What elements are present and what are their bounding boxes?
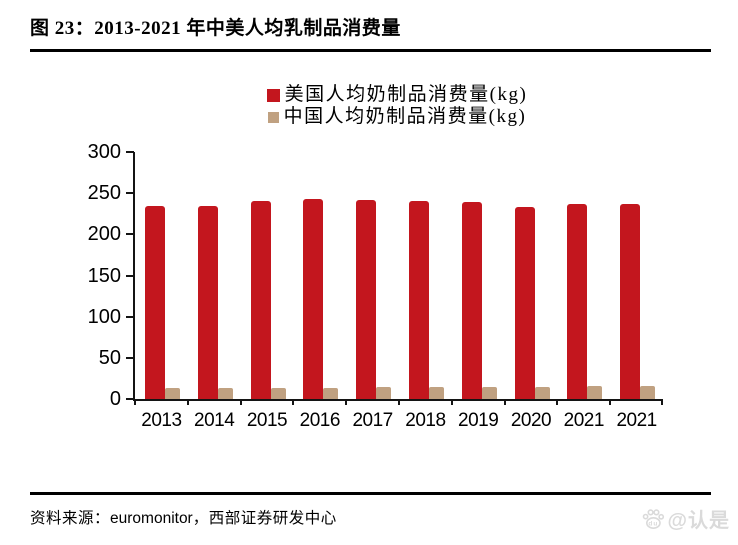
bar-us-2020 bbox=[514, 207, 535, 399]
figure-title: 图 23：2013-2021 年中美人均乳制品消费量 bbox=[30, 18, 401, 39]
baidu-paw-icon: du bbox=[643, 508, 665, 529]
bar-us-2021 bbox=[620, 203, 641, 399]
x-axis-label: 2019 bbox=[458, 410, 499, 431]
y-axis-label: 300 bbox=[87, 141, 121, 163]
bar-us-2013 bbox=[145, 206, 165, 399]
y-axis-label: 250 bbox=[87, 182, 121, 205]
bar-us-2021 bbox=[567, 203, 588, 399]
x-axis-tick bbox=[134, 399, 136, 405]
x-axis-tick bbox=[450, 399, 453, 405]
x-axis-label: 2014 bbox=[194, 410, 235, 431]
y-axis-label: 200 bbox=[87, 223, 121, 246]
plot-area: 0 50 100 150 200 250 300 2013 2014 2015 2016 2017 20… bbox=[88, 141, 663, 431]
source-suffix: ，西部证券研发中心 bbox=[192, 510, 337, 527]
top-divider-rule bbox=[30, 49, 711, 52]
bar-cn-2015 bbox=[270, 388, 286, 399]
bar-cn-2016 bbox=[323, 388, 339, 399]
x-axis-label: 2018 bbox=[405, 410, 446, 431]
x-axis-label: 2020 bbox=[510, 410, 552, 431]
x-axis-tick bbox=[292, 399, 295, 405]
bar-us-2018 bbox=[409, 200, 429, 399]
y-axis-label: 100 bbox=[87, 305, 121, 328]
watermark: du @认是 bbox=[641, 504, 730, 533]
bar-cn-2014 bbox=[217, 388, 233, 399]
x-axis-label: 2021 bbox=[563, 410, 605, 431]
x-axis-tick bbox=[609, 399, 612, 405]
x-axis-label: 2021 bbox=[616, 410, 657, 431]
chart-legend: 美国人均奶制品消费量(kg) 中国人均奶制品消费量(kg) bbox=[133, 84, 661, 128]
source-prefix: 资料来源： bbox=[30, 510, 111, 527]
bar-cn-2017 bbox=[376, 387, 392, 399]
y-axis-tick bbox=[126, 356, 134, 359]
x-axis-label: 2013 bbox=[141, 410, 182, 431]
y-axis-tick bbox=[126, 398, 134, 400]
bar-us-2015 bbox=[250, 200, 271, 399]
bar-us-2014 bbox=[197, 206, 218, 399]
legend-label-us: 美国人均奶制品消费量(kg) bbox=[284, 84, 528, 105]
source-line: 资料来源：euromonitor，西部证券研发中心 bbox=[30, 506, 337, 528]
bar-cn-2013 bbox=[165, 388, 180, 399]
bar-us-2019 bbox=[461, 202, 482, 399]
y-axis-tick bbox=[126, 274, 134, 277]
y-axis-tick bbox=[126, 315, 134, 318]
bar-cn-2021 bbox=[587, 385, 603, 399]
bar-cn-2021 bbox=[640, 385, 656, 399]
x-axis-tick bbox=[556, 399, 559, 405]
y-axis-tick bbox=[126, 192, 134, 195]
legend-label-cn: 中国人均奶制品消费量(kg) bbox=[283, 106, 527, 127]
x-axis-label: 2017 bbox=[352, 410, 393, 431]
legend-item-us: 美国人均奶制品消费量(kg) bbox=[266, 84, 528, 106]
bottom-divider-rule bbox=[30, 492, 711, 495]
legend-swatch-cn bbox=[267, 111, 279, 123]
legend-item-cn: 中国人均奶制品消费量(kg) bbox=[267, 106, 527, 128]
bar-us-2016 bbox=[303, 198, 324, 399]
x-axis-tick bbox=[398, 399, 400, 405]
y-axis-label: 0 bbox=[109, 388, 121, 410]
y-axis-tick bbox=[126, 151, 134, 153]
x-axis-tick bbox=[186, 399, 189, 405]
legend-swatch-us bbox=[266, 88, 280, 102]
x-axis-label: 2016 bbox=[299, 410, 341, 431]
x-axis-tick bbox=[661, 399, 663, 405]
x-axis-tick bbox=[345, 399, 348, 405]
bar-cn-2018 bbox=[429, 387, 444, 399]
y-axis-tick bbox=[126, 233, 134, 236]
svg-text:du: du bbox=[649, 520, 659, 527]
source-org: euromonitor bbox=[110, 510, 193, 527]
x-axis-tick bbox=[239, 399, 242, 405]
watermark-text: @认是 bbox=[667, 510, 730, 532]
y-axis-label: 150 bbox=[87, 264, 121, 287]
x-axis-label: 2015 bbox=[246, 410, 288, 431]
y-axis-label: 50 bbox=[98, 346, 121, 369]
bar-us-2017 bbox=[356, 199, 377, 399]
x-axis-tick bbox=[503, 399, 506, 405]
bar-cn-2020 bbox=[534, 386, 550, 399]
bar-cn-2019 bbox=[481, 387, 497, 399]
